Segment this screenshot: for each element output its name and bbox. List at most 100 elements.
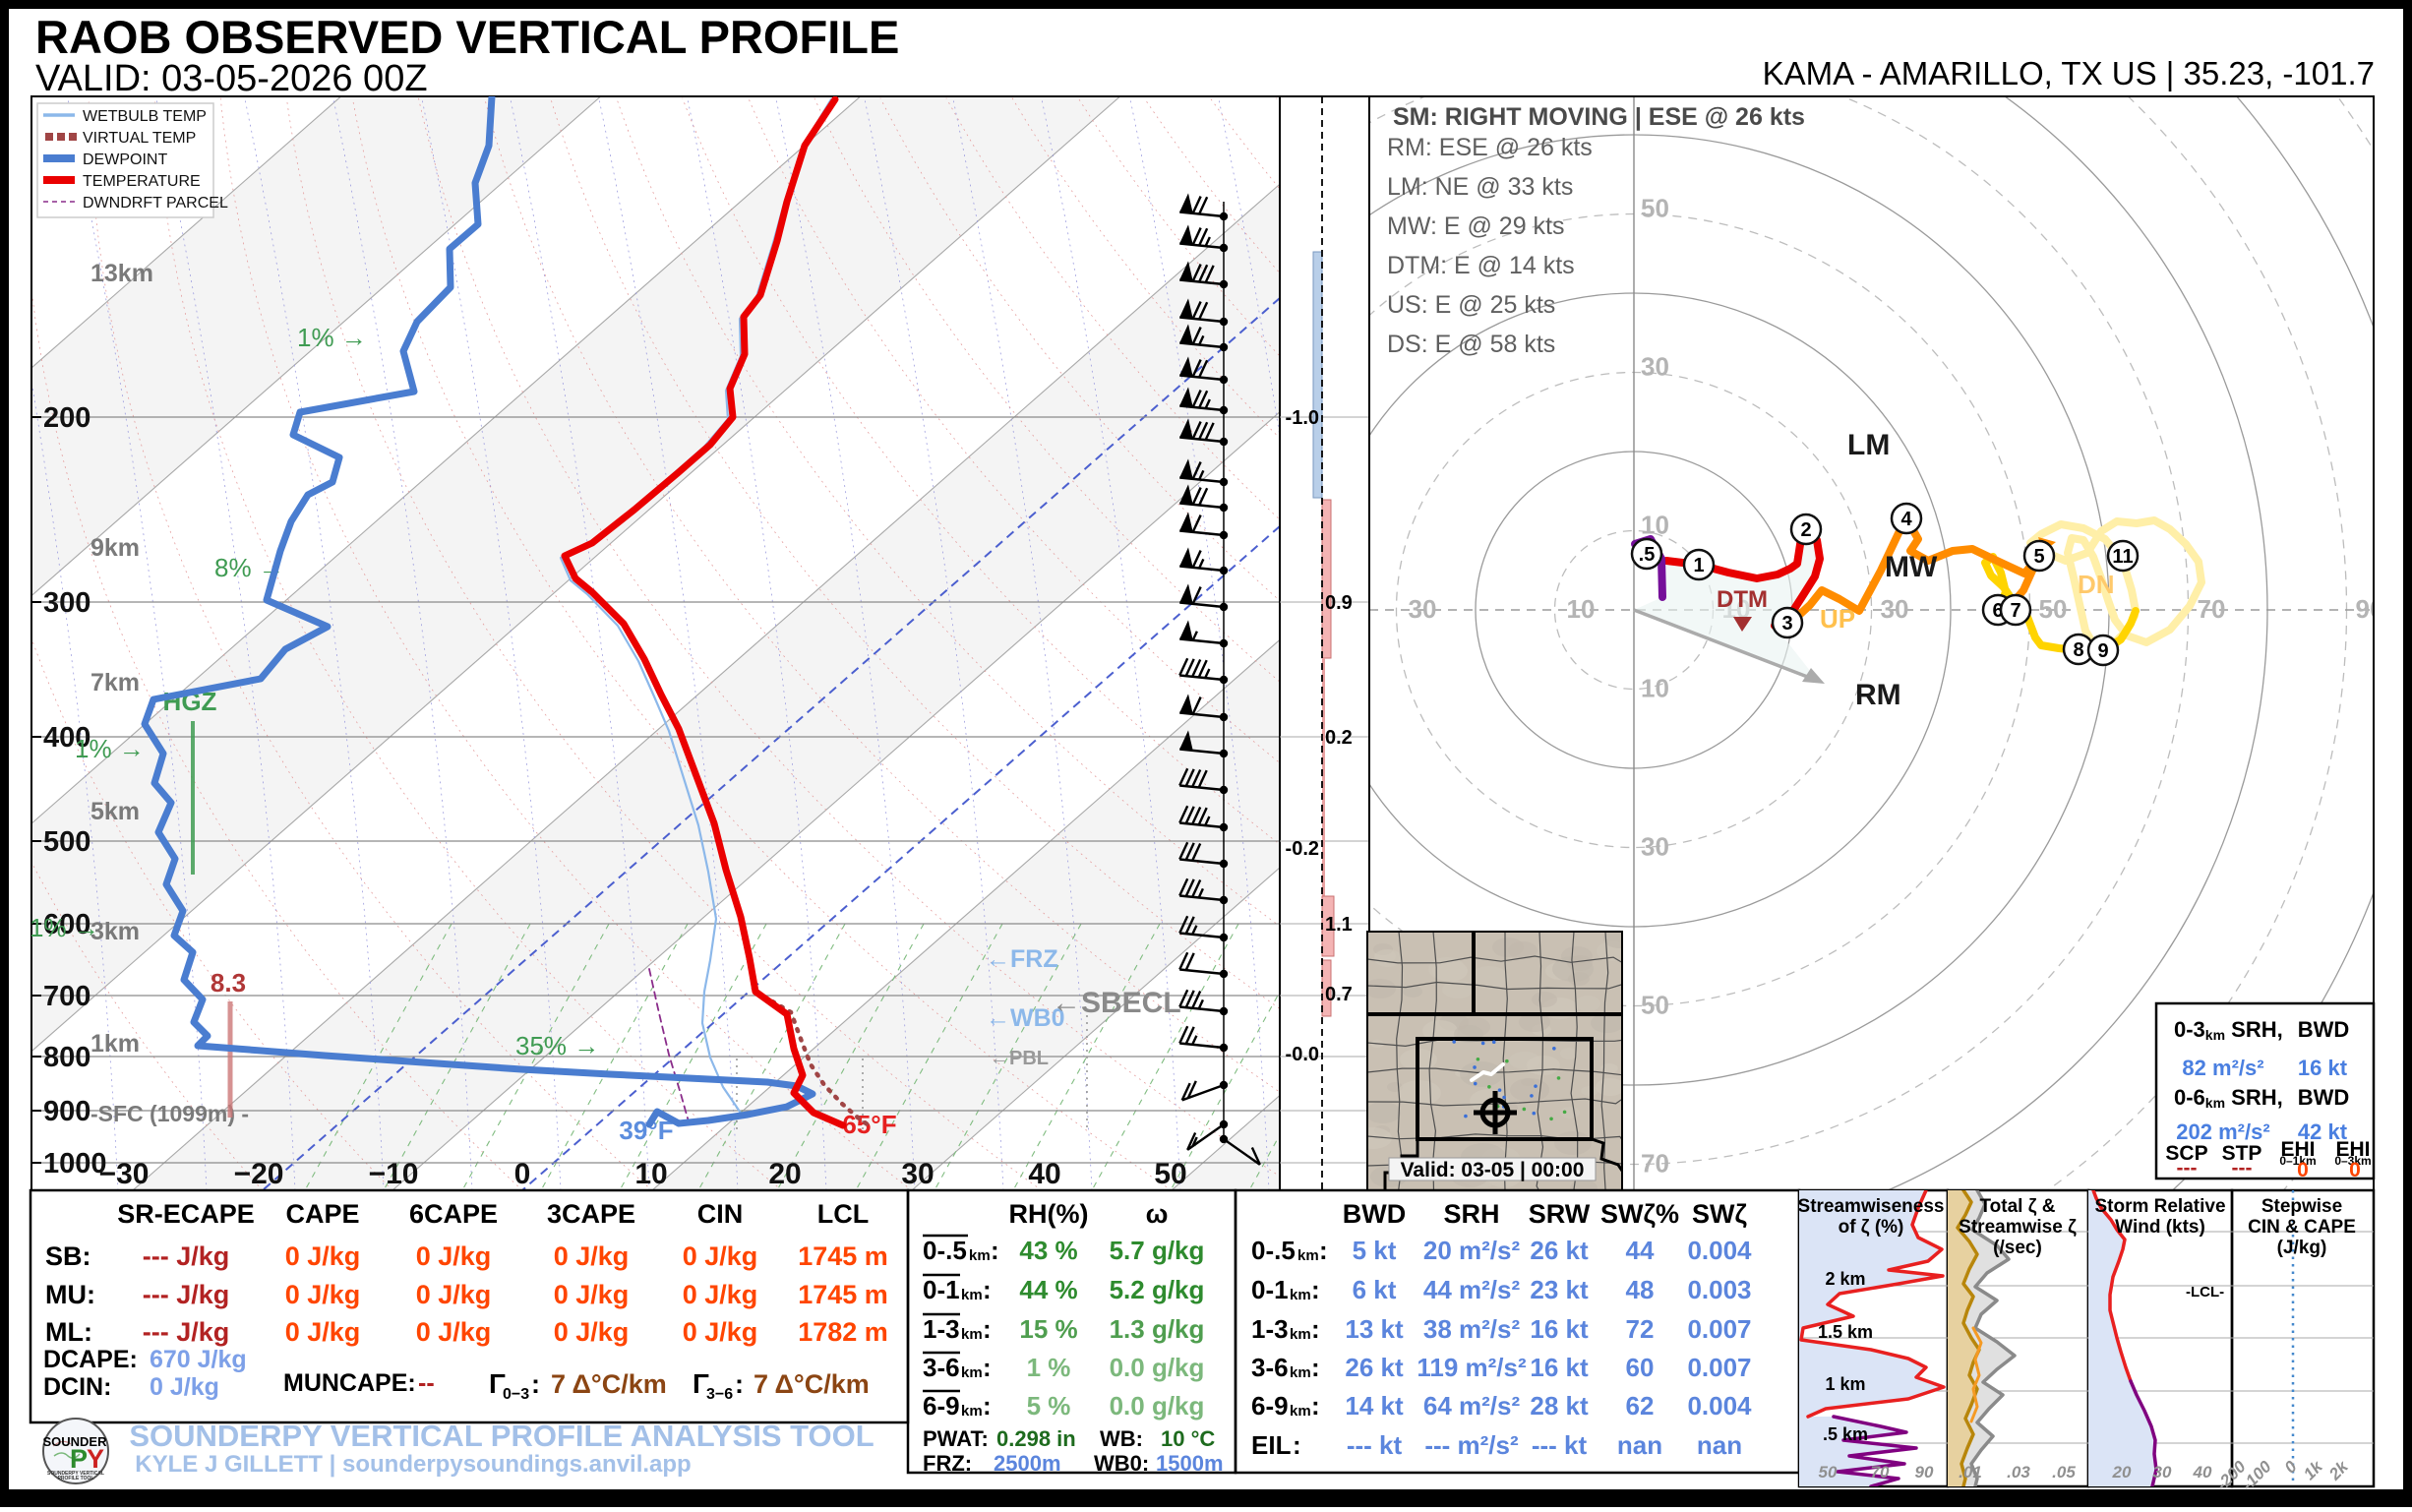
svg-text:SRW: SRW (1529, 1199, 1591, 1229)
svg-text::: : (983, 1353, 992, 1382)
svg-text:SM: RIGHT MOVING | ESE @ 26 kt: SM: RIGHT MOVING | ESE @ 26 kts (1393, 103, 1805, 131)
svg-text:13 kt: 13 kt (1345, 1314, 1404, 1344)
svg-text:50: 50 (1641, 991, 1669, 1020)
svg-text:km: km (969, 1247, 991, 1264)
svg-text:200: 200 (43, 402, 90, 434)
svg-text:0.0 g/kg: 0.0 g/kg (1110, 1353, 1205, 1382)
svg-text:0-1: 0-1 (923, 1275, 960, 1304)
svg-text:VIRTUAL TEMP: VIRTUAL TEMP (83, 130, 196, 147)
svg-text::: : (1311, 1353, 1320, 1382)
svg-text:0-.5: 0-.5 (1251, 1236, 1296, 1265)
svg-text:670 J/kg: 670 J/kg (150, 1346, 247, 1373)
svg-text:RH(%): RH(%) (1009, 1199, 1089, 1229)
svg-text:500: 500 (43, 826, 90, 858)
svg-text:5: 5 (2033, 546, 2044, 568)
svg-text:44 m²/s²: 44 m²/s² (1423, 1275, 1521, 1304)
svg-text:km: km (1290, 1364, 1311, 1381)
svg-text:P: P (70, 1444, 88, 1474)
svg-text:1-3: 1-3 (923, 1314, 960, 1344)
svg-text:6 kt: 6 kt (1353, 1275, 1397, 1304)
svg-text:9: 9 (2097, 640, 2108, 662)
svg-text:--- J/kg: --- J/kg (143, 1241, 230, 1271)
svg-text:BWD: BWD (2298, 1017, 2350, 1042)
svg-text:70: 70 (1641, 1149, 1669, 1179)
svg-text:7 Δ°C/km: 7 Δ°C/km (754, 1369, 870, 1399)
svg-text:90: 90 (1915, 1463, 1934, 1482)
svg-text:3-6: 3-6 (923, 1353, 960, 1382)
svg-text:CIN: CIN (697, 1199, 744, 1229)
svg-text:MUNCAPE:: MUNCAPE: (283, 1369, 416, 1397)
svg-text:.5 km: .5 km (1823, 1424, 1868, 1444)
svg-text:50: 50 (1641, 194, 1669, 223)
svg-text:800: 800 (43, 1042, 90, 1073)
svg-text:30: 30 (1881, 594, 1909, 624)
svg-text:20: 20 (2112, 1463, 2132, 1482)
svg-text:LM: NE @ 33 kts: LM: NE @ 33 kts (1387, 173, 1573, 201)
svg-text:10 °C: 10 °C (1161, 1426, 1215, 1451)
svg-text:DCIN:: DCIN: (43, 1373, 111, 1401)
svg-text:20 m²/s²: 20 m²/s² (1423, 1236, 1521, 1265)
svg-text:.5: .5 (1639, 544, 1656, 566)
svg-text:of ζ (%): of ζ (%) (1839, 1217, 1904, 1238)
svg-text::: : (1319, 1236, 1328, 1265)
svg-text:0 J/kg: 0 J/kg (150, 1373, 219, 1401)
svg-text:3-6: 3-6 (1251, 1353, 1289, 1382)
svg-text:EIL: EIL (1251, 1430, 1292, 1460)
svg-text:72: 72 (1626, 1314, 1655, 1344)
svg-text:--- J/kg: --- J/kg (143, 1280, 230, 1309)
svg-text:0 J/kg: 0 J/kg (554, 1317, 630, 1347)
svg-text:1000: 1000 (43, 1148, 107, 1179)
svg-text:0: 0 (2297, 1159, 2309, 1181)
svg-text:5.2 g/kg: 5.2 g/kg (1110, 1275, 1205, 1304)
svg-text:Wind (kts): Wind (kts) (2115, 1217, 2205, 1238)
svg-text::: : (1293, 1430, 1301, 1460)
svg-text:nan: nan (1617, 1430, 1662, 1460)
svg-text:30: 30 (1641, 352, 1669, 382)
svg-text:km: km (961, 1326, 983, 1343)
svg-text:VALID: 03-05-2026 00Z: VALID: 03-05-2026 00Z (35, 58, 428, 99)
svg-text:SOUNDERPY VERTICAL PROFILE ANA: SOUNDERPY VERTICAL PROFILE ANALYSIS TOOL (129, 1419, 874, 1453)
svg-text:5 kt: 5 kt (1353, 1236, 1397, 1265)
svg-text:---: --- (2232, 1157, 2253, 1179)
svg-text:5km: 5km (90, 798, 140, 825)
svg-text:10: 10 (634, 1158, 667, 1190)
svg-text:1% →: 1% → (297, 323, 367, 352)
svg-text:nan: nan (1697, 1430, 1742, 1460)
svg-text::: : (1311, 1275, 1320, 1304)
svg-text:3: 3 (1781, 613, 1792, 635)
svg-text:5.7 g/kg: 5.7 g/kg (1110, 1236, 1205, 1265)
svg-text:←SBECL: ←SBECL (1052, 987, 1181, 1019)
svg-text:2 km: 2 km (1825, 1269, 1865, 1289)
svg-text:16 kt: 16 kt (1530, 1353, 1589, 1382)
svg-text:26 kt: 26 kt (1345, 1353, 1404, 1382)
svg-text:FRZ:: FRZ: (923, 1451, 972, 1476)
svg-text:CAPE: CAPE (285, 1199, 359, 1229)
svg-text:70: 70 (1871, 1463, 1890, 1482)
svg-text:←FRZ: ←FRZ (986, 945, 1058, 973)
svg-text:7: 7 (2010, 600, 2020, 622)
svg-text:2: 2 (1800, 519, 1811, 541)
svg-text:119 m²/s²: 119 m²/s² (1417, 1353, 1527, 1382)
svg-text:0.0 g/kg: 0.0 g/kg (1110, 1391, 1205, 1421)
svg-text:DN: DN (2078, 570, 2115, 599)
svg-text:0 J/kg: 0 J/kg (554, 1241, 630, 1271)
svg-text:1 %: 1 % (1027, 1353, 1071, 1382)
svg-text:26 kt: 26 kt (1530, 1236, 1589, 1265)
svg-text:0 J/kg: 0 J/kg (683, 1317, 758, 1347)
svg-text:50: 50 (2039, 594, 2068, 624)
svg-text:CIN & CAPE: CIN & CAPE (2248, 1217, 2356, 1238)
svg-text:ML:: ML: (45, 1317, 92, 1347)
svg-text:10: 10 (1641, 511, 1669, 540)
svg-text:0 J/kg: 0 J/kg (554, 1280, 630, 1309)
svg-text:km: km (961, 1403, 983, 1420)
svg-text:DCAPE:: DCAPE: (43, 1346, 138, 1373)
svg-text:LM: LM (1847, 429, 1890, 461)
svg-text:-0.2: -0.2 (1286, 838, 1319, 860)
svg-text:1745 m: 1745 m (798, 1241, 888, 1271)
svg-text:DTM: DTM (1717, 586, 1768, 613)
svg-text::: : (1311, 1314, 1320, 1344)
svg-text:Y: Y (87, 1444, 104, 1474)
svg-text:1782 m: 1782 m (798, 1317, 888, 1347)
svg-text:PWAT:: PWAT: (923, 1426, 989, 1451)
svg-text:30: 30 (1409, 594, 1437, 624)
